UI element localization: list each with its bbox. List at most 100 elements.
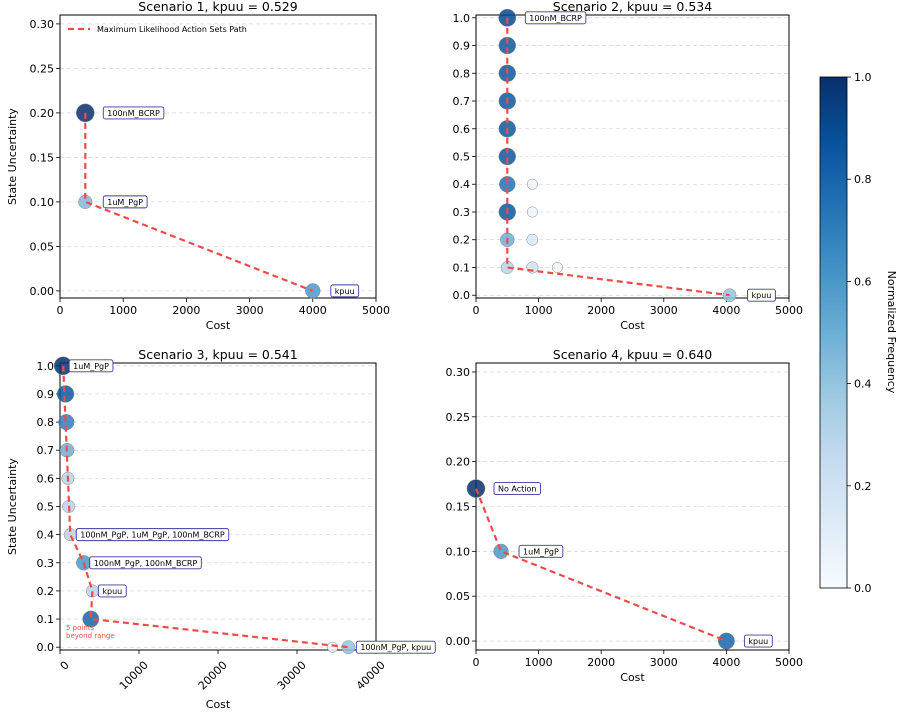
ml-path-line [62,365,349,649]
y-tick-label: 1.0 [37,360,55,373]
y-tick-label: 0.30 [446,366,471,379]
legend: Maximum Likelihood Action Sets Path [68,25,247,34]
x-tick-label: 1000 [525,304,553,317]
y-axis-label: State Uncertainty [6,108,19,205]
annotation-text: kpuu [748,637,768,646]
data-point [466,479,486,498]
x-tick-label: 4000 [299,304,327,317]
y-tick-label: 0.7 [37,444,55,457]
y-tick-label: 0.9 [453,40,471,53]
annotation-text: 100nM_PgP, kpuu [360,643,431,652]
y-tick-label: 1.0 [453,12,471,25]
annotation-box [355,640,436,654]
chart-panel-3: 0 10000 20000 30000 40000 0.0 0.1 0.2 0.3 0.4 0.5 0… [6,347,436,711]
y-tick-label: 0.4 [453,178,471,191]
y-tick-label: 0.3 [37,557,55,570]
beyond-range-note: beyond range [66,632,115,640]
x-tick-label: 0 [473,656,480,669]
y-tick-label: 0.9 [37,388,55,401]
x-tick-label: 5000 [775,304,803,317]
x-tick-label: 20000 [196,659,230,693]
data-point [526,233,539,246]
y-tick-label: 0.25 [446,411,471,424]
annotation-box [524,11,587,25]
annotation-text: 100nM_PgP, 100nM_BCRP [94,559,198,568]
y-tick-label: 0.20 [446,456,471,469]
colorbar-tick-label: 0.8 [854,173,872,186]
annotation-box [68,359,114,373]
y-tick-label: 0.3 [453,206,471,219]
y-tick-label: 0.25 [30,62,55,75]
y-tick-label: 0.7 [453,95,471,108]
y-tick-label: 0.1 [453,261,471,274]
x-tick-label: 1000 [109,304,137,317]
y-tick-label: 0.05 [446,590,471,603]
y-tick-label: 0.8 [37,416,55,429]
beyond-range-note: 5 points [66,624,95,632]
data-point [76,103,95,123]
x-axis-label: Cost [206,319,231,332]
annotation-box [102,106,165,120]
legend-label: Maximum Likelihood Action Sets Path [97,25,247,34]
data-point [551,262,563,273]
point-annotation: 1uM_PgP [102,195,148,209]
point-annotation: kpuu [97,584,127,598]
y-tick-label: 0.2 [453,234,471,247]
x-tick-label: 40000 [354,659,388,693]
y-tick-label: 0.10 [446,545,471,558]
data-point [717,632,735,650]
point-annotation: 100nM_BCRP [524,11,587,25]
chart-panel-4: 0 1000 2000 3000 4000 5000 0.00 0.05 0.10 0.15 0.2… [446,347,804,684]
y-tick-label: 0.5 [453,151,471,164]
data-point [493,543,509,559]
annotation-text: kpuu [102,587,122,596]
data-point [56,385,75,403]
y-tick-label: 0.10 [30,196,55,209]
point-annotation: 100nM_PgP, kpuu [355,640,436,654]
y-tick-label: 0.00 [30,285,55,298]
y-tick-label: 0.5 [37,501,55,514]
x-tick-label: 0 [57,304,64,317]
x-tick-label: 0 [473,304,480,317]
y-tick-label: 0.15 [30,151,55,164]
y-tick-label: 0.6 [453,123,471,136]
x-axis-label: Cost [206,698,231,711]
annotation-box [493,482,541,496]
annotation-box [75,528,230,542]
data-point [498,8,517,27]
x-tick-label: 3000 [650,656,678,669]
annotation-text: 100nM_BCRP [107,109,160,118]
x-tick-label: 5000 [775,656,803,669]
point-annotation: 100nM_PgP, 1uM_PgP, 100nM_BCRP [75,528,230,542]
colorbar-label: Normalized Frequency [885,271,898,394]
point-annotation: kpuu [747,288,776,302]
x-tick-label: 10000 [117,659,151,693]
annotation-text: 1uM_PgP [73,362,109,371]
data-point [498,36,516,55]
y-tick-label: 0.0 [37,641,55,654]
y-tick-label: 0.4 [37,529,55,542]
annotation-text: 100nM_BCRP [529,14,582,23]
annotation-text: 1uM_PgP [523,547,559,556]
annotation-box [518,544,564,558]
data-point [526,206,538,218]
colorbar-tick-label: 0.6 [854,275,872,288]
x-tick-label: 3000 [650,304,678,317]
y-tick-label: 0.0 [453,289,471,302]
ml-path-line [506,17,730,297]
y-tick-label: 0.6 [37,472,55,485]
colorbar-tick-label: 0.0 [854,582,872,595]
colorbar-gradient [819,76,848,589]
y-tick-label: 0.8 [453,67,471,80]
chart-title: Scenario 3, kpuu = 0.541 [138,347,297,362]
chart-title: Scenario 2, kpuu = 0.534 [553,0,712,14]
annotation-text: 100nM_PgP, 1uM_PgP, 100nM_BCRP [80,531,225,540]
colorbar-tick-label: 1.0 [854,71,872,84]
point-annotation: kpuu [330,284,360,298]
x-tick-label: 4000 [712,304,740,317]
colorbar-tick-label: 0.4 [854,378,872,391]
annotation-box [89,556,202,570]
x-tick-label: 1000 [525,656,553,669]
ml-path-line [474,488,727,643]
annotation-box [102,195,148,209]
